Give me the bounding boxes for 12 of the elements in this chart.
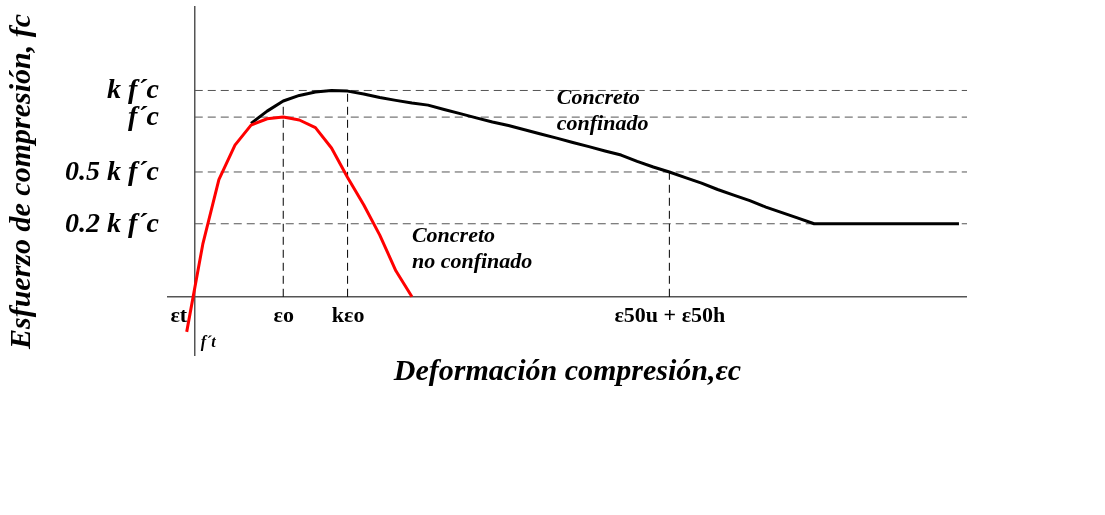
annotation: f´t — [200, 332, 217, 351]
series-label: Concreto no confinado — [411, 221, 533, 273]
x-tick-label: εt — [170, 302, 188, 328]
x-axis-title: Deformación compresión,εc — [392, 353, 742, 387]
ref-line-label: 0.2 k f´c — [64, 206, 160, 238]
x-tick-label: kεo — [331, 302, 365, 328]
x-tick-label: ε50u + ε50h — [614, 302, 726, 328]
ref-line-label: k f´c — [106, 73, 160, 105]
ref-line-label: 0.5 k f´c — [64, 154, 160, 186]
x-tick-label: εo — [273, 302, 294, 328]
y-axis-title: Esfuerzo de compresión, fc — [2, 14, 36, 350]
series-label: Concreto confinado — [556, 83, 649, 135]
